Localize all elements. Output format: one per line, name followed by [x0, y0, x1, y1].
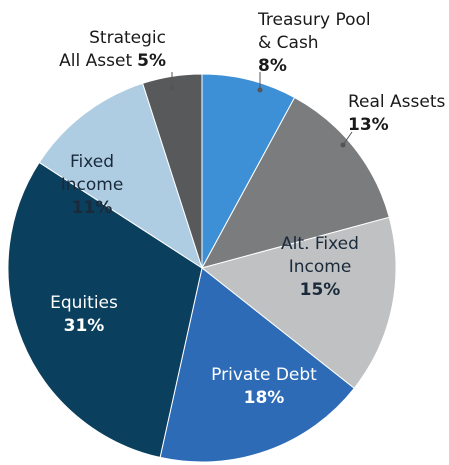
pie-slice [200, 216, 397, 389]
pie-slice [7, 161, 203, 459]
label-line: Strategic [89, 28, 166, 48]
label-line: Income [61, 175, 124, 195]
pie-slice [201, 73, 296, 269]
slice-label: Fixed Income 11% [61, 152, 124, 218]
slice-label: Equities 31% [50, 293, 118, 336]
slice-label: Private Debt 18% [211, 365, 317, 408]
slice-label: Alt. Fixed Income 15% [281, 234, 359, 300]
label-line: Alt. Fixed [281, 234, 359, 254]
label-line: Fixed [70, 152, 114, 172]
label-line: Private Debt [211, 365, 317, 385]
label-line: Equities [50, 293, 118, 313]
value-label: 18% [244, 388, 285, 408]
leader-dot [257, 87, 263, 93]
pie-slice [201, 96, 390, 269]
value-label: 8% [258, 56, 287, 76]
leader-dot [340, 142, 346, 148]
label-line: All Asset [59, 51, 132, 71]
pie-slice [159, 267, 355, 463]
slice-label: Treasury Pool & Cash 8% [257, 10, 371, 76]
value-label: 13% [348, 115, 389, 135]
label-line: Income [289, 257, 352, 277]
leader-dot [169, 85, 175, 91]
label-line: Treasury Pool [257, 10, 371, 30]
slice-label: Strategic All Asset 5% [59, 28, 166, 71]
label-line: Real Assets [348, 92, 446, 112]
value-label: 11% [72, 198, 113, 218]
value-label: 15% [300, 280, 341, 300]
slice-label: Real Assets 13% [348, 92, 446, 135]
leader-line [342, 131, 353, 146]
pie-slice [38, 82, 203, 270]
label-line: & Cash [258, 33, 319, 53]
value-label: 5% [137, 51, 166, 71]
value-label: 31% [64, 316, 105, 336]
